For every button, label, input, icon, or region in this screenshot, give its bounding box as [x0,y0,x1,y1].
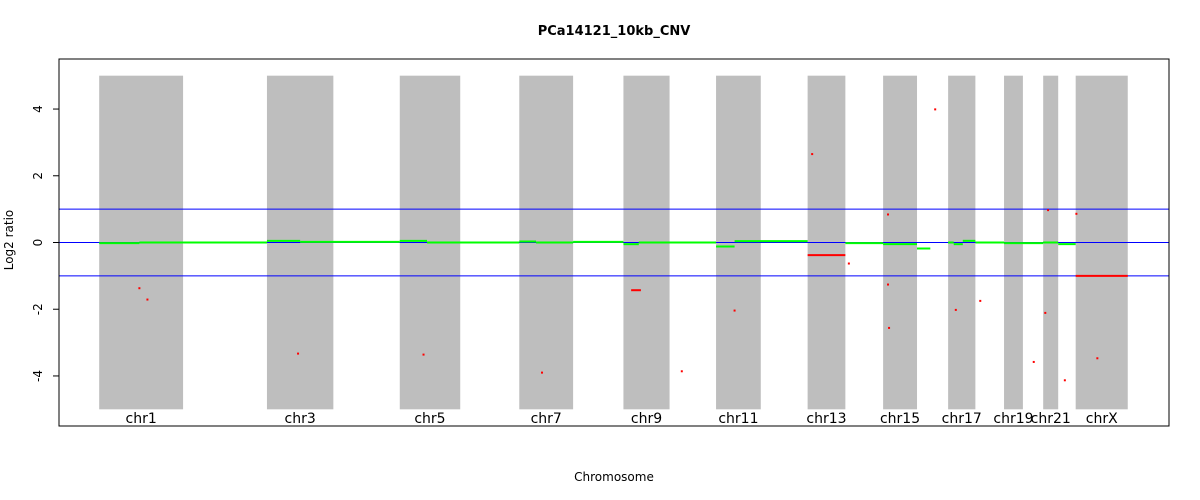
outlier-point-14 [979,299,982,302]
y-tick-label-neg2: -2 [31,303,45,315]
y-axis-label: Log2 ratio [2,210,16,271]
y-tick-label-neg4: -4 [31,370,45,382]
label-chr21: chr21 [1031,411,1071,427]
outlier-point-12 [934,108,937,111]
outlier-point-7 [811,153,814,156]
y-tick-label-0: 0 [31,239,45,247]
outlier-point-6 [733,309,736,312]
x-axis-label: Chromosome [574,470,654,484]
label-chr11: chr11 [718,411,758,427]
outlier-point-9 [887,213,890,216]
chart-title: PCa14121_10kb_CNV [538,24,691,39]
outlier-point-8 [847,262,850,265]
outlier-point-18 [1063,379,1066,382]
label-chr7: chr7 [531,411,562,427]
outlier-point-4 [541,371,544,374]
label-chrX: chrX [1086,411,1118,427]
outlier-points [138,108,1099,382]
outlier-point-0 [138,287,141,290]
outlier-point-5 [680,370,683,373]
segment-lines [99,239,1128,292]
outlier-point-1 [146,298,149,301]
label-chr19: chr19 [993,411,1033,427]
outlier-point-2 [297,352,300,355]
outlier-point-11 [888,326,891,329]
outlier-point-20 [1096,357,1099,360]
outlier-point-16 [1044,311,1047,314]
outlier-point-3 [422,353,425,356]
y-tick-label-2: 2 [31,172,45,180]
label-chr5: chr5 [414,411,445,427]
outlier-point-10 [887,283,890,286]
chromosome-labels: chr1 chr3 chr5 chr7 chr9 chr11 chr13 chr15 chr17… [126,411,1119,427]
label-chr17: chr17 [942,411,982,427]
outlier-point-19 [1075,212,1078,215]
label-chr3: chr3 [285,411,316,427]
label-chr1: chr1 [126,411,157,427]
outlier-point-17 [1047,209,1050,212]
y-axis: -4 -2 0 2 4 [31,105,60,382]
outlier-point-15 [1032,360,1035,363]
label-chr9: chr9 [631,411,662,427]
outlier-point-13 [954,308,957,311]
y-tick-label-4: 4 [31,105,45,113]
label-chr15: chr15 [880,411,920,427]
label-chr13: chr13 [806,411,846,427]
